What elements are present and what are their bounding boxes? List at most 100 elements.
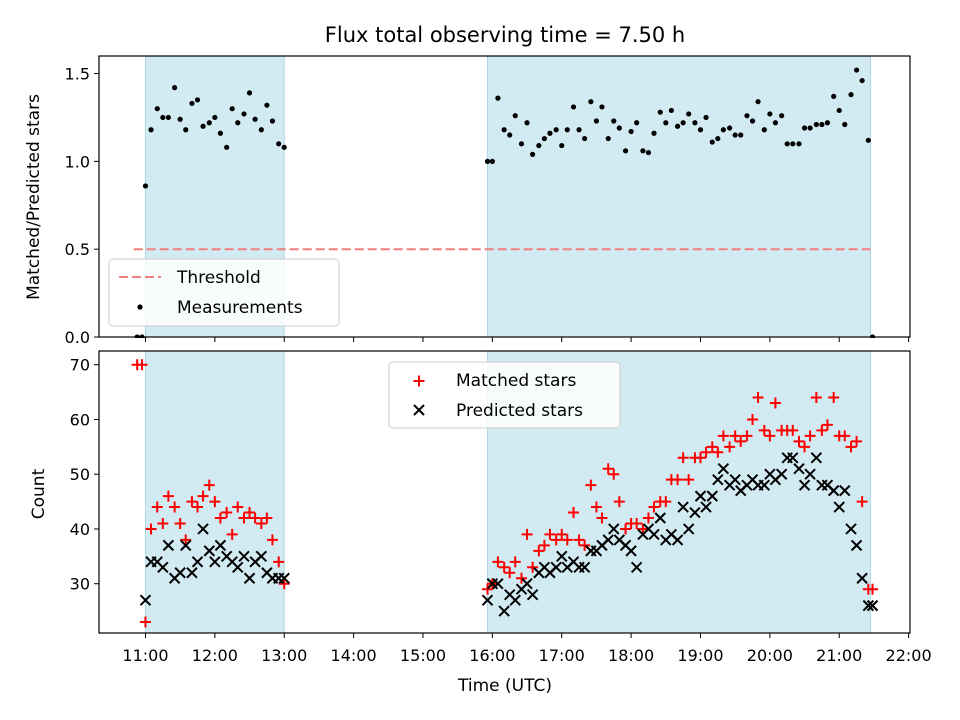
predicted-star-point [682,523,695,535]
predicted-star-point [174,567,186,579]
matched-star-point [642,512,654,524]
predicted-star-point [700,501,712,513]
observing-window [145,351,285,633]
measurement-point [564,127,570,133]
measurement-point [784,141,790,147]
measurement-point [807,125,813,131]
y-tick-label: 1.5 [65,65,90,84]
legend-predicted-label: Predicted stars [456,401,583,421]
x-tick-label: 20:00 [747,646,793,665]
predicted-star-point [197,523,209,535]
predicted-star-point [787,452,799,464]
legend-threshold-label: Threshold [176,268,261,288]
matched-star-point [706,441,718,453]
x-tick-label: 12:00 [192,646,238,665]
matched-star-point [741,430,753,442]
legend-matched-swatch [413,375,425,387]
measurement-point [258,127,264,133]
matched-star-point [747,413,759,425]
predicted-star-point [804,468,816,480]
predicted-star-point [214,539,227,552]
y-tick-label: 1.0 [65,152,90,171]
matched-star-point [793,435,805,447]
matched-star-point [209,496,221,508]
measurement-point [732,132,738,138]
matched-star-point [620,523,632,535]
measurement-point [501,127,507,133]
legend-predicted-swatch [413,404,425,416]
measurement-point [536,142,542,149]
matched-star-point [249,512,261,524]
measurement-point [842,121,848,128]
matched-star-point [810,392,822,404]
predicted-star-point [671,534,684,546]
measurement-point [645,149,652,156]
measurement-point [541,135,547,142]
predicted-star-point [712,473,724,486]
measurement-point [570,104,577,110]
matched-star-point [602,463,614,475]
observing-window [487,56,871,337]
matched-star-point [579,539,591,551]
predicted-star-point [706,490,718,502]
matched-star-point [683,474,695,486]
matched-star-point [712,446,724,458]
matched-star-point [735,435,747,447]
matched-star-point [787,424,799,436]
measurement-point [651,130,657,136]
matched-star-point [238,512,250,524]
predicted-star-point [526,588,539,601]
matched-star-point [482,583,494,595]
matched-star-point [804,430,816,442]
matched-star-point [139,616,151,628]
measurement-point [484,158,491,164]
legend-box-bottom [388,361,621,429]
legend-box-top [108,258,340,327]
measurement-point [154,106,160,112]
predicted-star-point [481,594,494,606]
y-tick-label: 50 [70,465,90,484]
measurement-point [819,121,825,128]
predicted-star-point [648,528,660,541]
matched-star-point [203,479,215,491]
measurement-point [761,127,767,133]
matched-star-point [631,517,643,529]
measurement-point [749,118,756,124]
measurement-point [553,127,559,133]
legend-measurements-swatch [137,304,143,310]
predicted-star-point [866,599,879,612]
matched-star-point [180,534,192,546]
matched-star-point [821,419,833,431]
matched-star-point [758,424,770,436]
measurement-point [160,114,166,121]
x-tick-label: 15:00 [400,646,446,665]
measurement-point [177,116,183,122]
measurement-point [790,141,796,147]
predicted-star-point [845,523,857,535]
matched-star-point [677,452,689,464]
legend-measurements-label: Measurements [177,298,303,318]
measurement-point [183,127,189,133]
x-tick-label: 18:00 [608,646,654,665]
measurement-point [489,158,495,164]
measurement-point [224,144,230,150]
measurement-point [276,141,282,147]
measurement-point [848,92,854,98]
predicted-star-point [625,545,637,557]
measurement-point [709,139,715,145]
measurement-point [524,120,530,126]
matched-star-point [851,435,863,447]
matched-star-point [255,517,267,529]
measurement-point [189,100,195,107]
predicted-star-point [758,479,771,491]
measurement-point [206,120,212,126]
matched-star-point [816,424,828,436]
measurement-point [715,135,721,142]
y-tick-label: 60 [70,410,90,429]
measurement-point [142,183,149,189]
predicted-star-point [608,523,620,535]
matched-star-point [174,517,186,529]
measurement-point [813,121,819,128]
y-tick-label: 70 [70,356,90,375]
matched-star-point [769,397,781,409]
